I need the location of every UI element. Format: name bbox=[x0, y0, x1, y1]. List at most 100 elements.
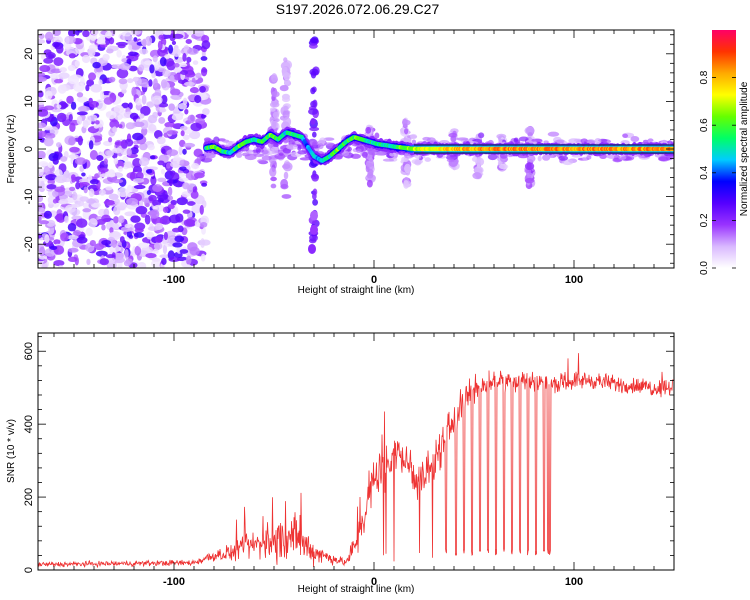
spectrogram-noise-blob bbox=[96, 39, 109, 45]
spectrogram-noise-blob bbox=[58, 198, 69, 205]
snr-x-ticks: -100 0 100 bbox=[53, 333, 675, 588]
spectrogram-noise-blob bbox=[622, 133, 629, 138]
spectrogram-ridge bbox=[203, 126, 674, 166]
x-tick-label: 0 bbox=[371, 274, 377, 286]
spectrogram-noise-blob bbox=[46, 183, 57, 190]
spectrogram-noise-blob bbox=[168, 44, 174, 54]
spectrogram-noise-blob bbox=[476, 157, 481, 167]
spectrogram-noise-blob bbox=[160, 168, 166, 175]
spectrogram-noise-blob bbox=[95, 250, 108, 257]
spectrogram-noise-blob bbox=[65, 35, 70, 45]
spectrogram-noise-blob bbox=[78, 178, 91, 183]
spectrogram-noise-blob bbox=[171, 40, 177, 45]
spectrogram-noise-blob bbox=[269, 107, 276, 112]
spectrogram-noise-blob bbox=[183, 219, 196, 227]
spectrogram-noise-blob bbox=[96, 101, 107, 111]
colorbar-label: Normalized spectral amplitude bbox=[739, 81, 750, 216]
spectrogram-noise-blob bbox=[130, 215, 141, 223]
spectrogram-noise-blob bbox=[68, 154, 79, 159]
spectrogram-noise-blob bbox=[124, 211, 136, 217]
spectrogram-noise-blob bbox=[38, 122, 47, 129]
colorbar-ticks: 0.0 0.2 0.4 0.6 0.8 bbox=[699, 70, 736, 275]
spectrogram-noise-blob bbox=[235, 152, 243, 158]
y-tick-label: 600 bbox=[23, 342, 35, 360]
snr-y-ticks: 0 200 400 600 bbox=[23, 336, 674, 573]
spectrogram-noise-blob bbox=[179, 166, 187, 171]
spectrogram-noise-blob bbox=[88, 140, 94, 150]
spectrogram-noise-blob bbox=[79, 181, 90, 187]
spectrogram-noise-blob bbox=[105, 111, 112, 117]
spectrogram-noise-blob bbox=[135, 171, 144, 180]
colorbar-tick-label: 0.2 bbox=[699, 213, 710, 227]
spectrogram-noise-blob bbox=[191, 163, 200, 170]
spectrogram-noise-blob bbox=[129, 112, 139, 120]
spectrogram-noise-blob bbox=[45, 31, 54, 41]
spectrogram-noise-blob bbox=[424, 157, 431, 162]
spectrogram-noise-blob bbox=[133, 37, 138, 42]
spectrogram-noise-blob bbox=[139, 142, 148, 151]
spectrogram-noise-blob bbox=[310, 224, 318, 235]
spectrogram-noise-blob bbox=[89, 179, 99, 185]
spectrogram-noise-blob bbox=[55, 213, 61, 222]
spectrogram-noise-blob bbox=[165, 230, 176, 239]
spectrogram-noise-blob bbox=[172, 47, 181, 58]
spectrogram-noise-blob bbox=[67, 256, 78, 263]
spectrogram-noise-blob bbox=[38, 130, 47, 138]
spectrogram-noise-blob bbox=[108, 231, 121, 238]
spectrogram-noise-blob bbox=[308, 243, 316, 254]
spectrogram-noise-blob bbox=[76, 96, 88, 103]
spectrogram-noise-blob bbox=[403, 179, 409, 189]
spectrogram-noise-blob bbox=[119, 62, 131, 71]
spectrogram-noise-blob bbox=[161, 148, 166, 154]
y-tick-label: 200 bbox=[23, 488, 35, 506]
spectrogram-noise-blob bbox=[253, 153, 265, 158]
spectrogram-noise-blob bbox=[194, 95, 202, 104]
spectrogram-noise-blob bbox=[126, 58, 132, 65]
spectrogram-noise-blob bbox=[69, 186, 76, 192]
spectrogram-noise-blob bbox=[88, 218, 98, 228]
spectrogram-x-ticks: -100 0 100 bbox=[53, 30, 675, 286]
spectrogram-noise-blob bbox=[108, 37, 115, 45]
spectrogram-noise-blob bbox=[109, 119, 120, 129]
spectrogram-noise-blob bbox=[111, 179, 124, 184]
spectrogram-noise-blob bbox=[54, 78, 64, 84]
spectrogram-noise-blob bbox=[71, 176, 76, 183]
spectrogram-noise-blob bbox=[152, 184, 163, 193]
spectrogram-noise-blob bbox=[43, 57, 54, 64]
spectrogram-noise-blob bbox=[199, 204, 204, 215]
spectrogram-noise-blob bbox=[170, 88, 181, 96]
spectrogram-noise-blob bbox=[85, 227, 93, 237]
spectrogram-noise-blob bbox=[126, 184, 133, 194]
spectrogram-noise-blob bbox=[103, 199, 116, 206]
spectrogram-noise-blob bbox=[164, 54, 170, 60]
spectrogram-noise-blob bbox=[382, 158, 395, 162]
spectrogram-noise-blob bbox=[173, 206, 179, 215]
spectrogram-noise-blob bbox=[310, 210, 318, 221]
spectrogram-noise-blob bbox=[366, 179, 373, 188]
spectrogram-noise-blob bbox=[82, 120, 89, 129]
spectrogram-noise-blob bbox=[159, 254, 171, 259]
spectrogram-noise-blob bbox=[113, 157, 119, 165]
spectrogram-noise-blob bbox=[279, 84, 289, 92]
spectrogram-noise-blob bbox=[261, 155, 272, 161]
spectrogram-noise-blob bbox=[200, 56, 208, 61]
colorbar-tick-label: 0.0 bbox=[699, 261, 710, 275]
spectrogram-noise-blob bbox=[190, 122, 202, 132]
spectrogram-noise-blob bbox=[86, 258, 91, 266]
spectrogram-noise-blob bbox=[121, 31, 133, 37]
spectrogram-noise-blob bbox=[112, 223, 119, 229]
spectrogram-noise-blob bbox=[270, 120, 279, 129]
spectrogram-noise-blob bbox=[270, 183, 277, 189]
spectrogram-noise-blob bbox=[158, 34, 165, 40]
spectrogram-noise-blob bbox=[53, 260, 65, 267]
spectrogram-noise-blob bbox=[191, 204, 202, 214]
colorbar: 0.0 0.2 0.4 0.6 0.8 Normalized spectral ampl… bbox=[699, 30, 750, 275]
spectrogram-noise-blob bbox=[105, 31, 113, 39]
spectrogram-noise-blob bbox=[181, 191, 191, 198]
spectrogram-noise-blob bbox=[366, 172, 374, 179]
spectrogram-noise-blob bbox=[200, 113, 206, 119]
spectrogram-noise-blob bbox=[531, 138, 543, 143]
spectrogram-noise-blob bbox=[54, 186, 66, 193]
spectrogram-noise-blob bbox=[571, 154, 583, 158]
